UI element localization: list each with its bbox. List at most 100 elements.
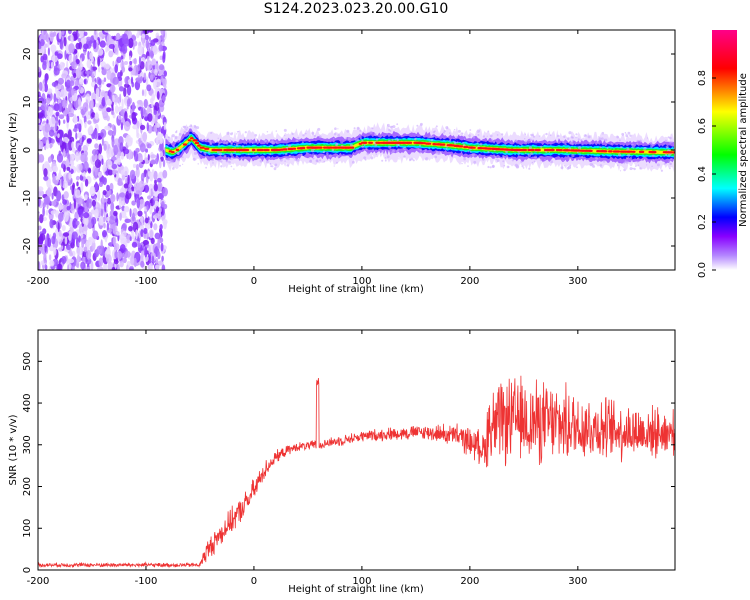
noise-blob [61,141,67,153]
noise-blob [151,255,155,263]
noise-blob [120,109,125,116]
ridge-speckle [435,125,438,128]
ridge-speckle [182,125,185,128]
ridge-speckle [651,165,653,167]
noise-blob [116,250,122,260]
ridge-speckle [334,127,337,130]
noise-blob [53,247,57,256]
noise-blob [38,139,42,150]
ridge-speckle [216,150,220,154]
noise-blob [102,230,107,238]
ridge-speckle [561,140,565,144]
noise-blob [40,38,45,47]
ridge-speckle [506,165,510,169]
noise-blob [38,186,44,192]
ridge-speckle [445,126,449,130]
noise-blob [49,219,54,229]
ridge-speckle [663,162,666,165]
ridge-speckle [203,151,207,155]
ridge-speckle [540,145,543,148]
noise-blob [132,221,139,233]
colorbar-tick-label: 0.0 [697,262,708,278]
ridge-speckle [601,137,604,140]
noise-blob [124,218,131,223]
ridge-speckle [580,139,583,142]
ridge-speckle [412,159,415,162]
noise-blob [159,224,163,230]
noise-blob [146,122,149,132]
ridge-speckle [619,170,622,172]
ridge-speckle [538,135,541,138]
ridge-speckle [230,157,234,161]
noise-blob [131,231,135,240]
ridge-speckle [259,159,263,163]
ridge-speckle [308,157,310,159]
colorbar: 0.0 0.2 0.4 0.6 0.8 Normalized spectral ampl… [697,30,749,278]
ridge-speckle [336,142,339,146]
noise-blob [49,116,56,128]
ridge-speckle [545,150,548,153]
ridge-speckle [595,156,599,160]
noise-blob [155,257,159,265]
noise-blob [90,260,94,270]
ridge-speckle [539,159,542,162]
ridge-speckle [494,155,496,158]
ridge-speckle [181,144,183,146]
noise-blob [106,69,112,80]
ridge-speckle [625,133,627,135]
ridge-speckle [627,131,631,135]
noise-blob [86,59,92,69]
ridge-speckle [508,166,510,168]
noise-blob [131,241,138,248]
noise-blob [131,212,135,222]
ridge-speckle [361,139,364,142]
ridge-speckle [425,157,429,161]
noise-blob [69,252,74,257]
noise-blob [146,84,152,92]
noise-blob [60,245,64,250]
spectrogram-heatmap [38,30,675,270]
noise-blob [82,144,88,153]
noise-blob [149,206,153,215]
x-tick-label: 300 [568,576,587,587]
noise-blob [112,223,116,232]
noise-blob [129,208,132,218]
noise-blob [98,215,104,226]
noise-blob [127,174,130,185]
snr-series-line [38,375,675,569]
ridge-speckle [633,167,636,171]
noise-blob [158,207,162,213]
noise-blob [126,98,131,107]
ridge-speckle [322,151,324,154]
noise-blob [65,158,70,168]
ridge-speckle [333,132,337,136]
noise-blob [100,208,104,218]
noise-blob [91,216,97,225]
ridge-speckle [632,145,635,149]
noise-blob [68,30,72,35]
ridge-speckle [266,131,269,133]
ridge-speckle [460,151,463,153]
noise-blob [108,38,115,45]
ridge-speckle [569,164,571,167]
noise-blob [73,72,77,78]
ridge-speckle [207,137,209,140]
ridge-speckle [311,131,315,135]
ridge-speckle [563,135,566,138]
ridge-speckle [489,134,493,138]
ridge-speckle [434,155,438,159]
noise-blob [128,187,132,194]
ridge-speckle [319,159,322,162]
noise-blob [61,175,64,187]
noise-blob [38,249,42,255]
ridge-speckle [247,153,250,156]
ridge-speckle [528,146,532,150]
ridge-speckle [209,142,213,146]
noise-blob [59,169,62,178]
noise-blob [50,61,54,69]
noise-blob [85,215,89,226]
ridge-speckle [269,162,272,165]
noise-blob [98,171,103,178]
noise-blob [132,163,137,168]
